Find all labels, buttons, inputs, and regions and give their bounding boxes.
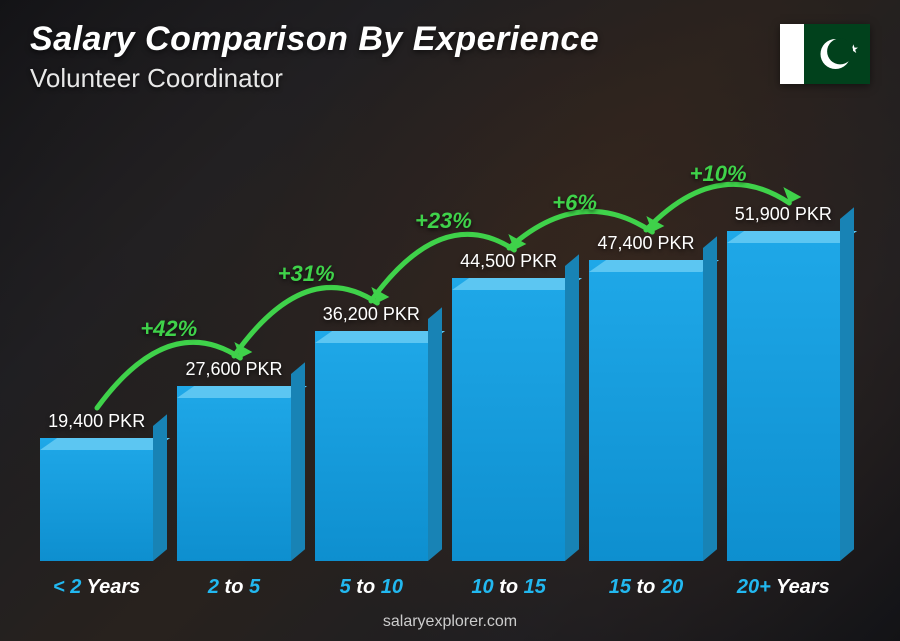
bar bbox=[177, 386, 290, 561]
footer-credit: salaryexplorer.com bbox=[0, 613, 900, 631]
country-flag-pakistan: ★ bbox=[780, 24, 870, 84]
flag-star-icon: ★ bbox=[848, 42, 859, 56]
bar-top-face bbox=[177, 386, 307, 398]
flag-stripe bbox=[780, 24, 804, 84]
bar-front-face bbox=[452, 278, 565, 561]
bar-value-label: 44,500 PKR bbox=[460, 251, 557, 272]
x-axis-label: 15 to 20 bbox=[589, 576, 702, 599]
bar-top-face bbox=[452, 278, 582, 290]
x-axis-label: 2 to 5 bbox=[177, 576, 290, 599]
page-title: Salary Comparison By Experience bbox=[30, 20, 599, 59]
bar bbox=[40, 438, 153, 561]
bar-value-label: 19,400 PKR bbox=[48, 411, 145, 432]
page-subtitle: Volunteer Coordinator bbox=[30, 63, 599, 94]
bar bbox=[589, 260, 702, 561]
bar bbox=[727, 231, 840, 561]
bar-value-label: 27,600 PKR bbox=[185, 359, 282, 380]
bar-value-label: 47,400 PKR bbox=[597, 233, 694, 254]
bar-slot: 51,900 PKR bbox=[727, 204, 840, 561]
bar-front-face bbox=[589, 260, 702, 561]
bar-side-face bbox=[428, 307, 442, 561]
bar-front-face bbox=[40, 438, 153, 561]
bar-top-face bbox=[727, 231, 857, 243]
x-axis-label: 20+ Years bbox=[727, 576, 840, 599]
bar-side-face bbox=[703, 236, 717, 561]
bar-front-face bbox=[177, 386, 290, 561]
bar-slot: 44,500 PKR bbox=[452, 251, 565, 561]
bar-top-face bbox=[315, 331, 445, 343]
bar-value-label: 36,200 PKR bbox=[323, 304, 420, 325]
bar-top-face bbox=[589, 260, 719, 272]
x-axis-labels: < 2 Years 2 to 5 5 to 10 10 to 15 15 to 20 20… bbox=[40, 576, 840, 599]
bar-slot: 36,200 PKR bbox=[315, 304, 428, 561]
infographic-canvas: Salary Comparison By Experience Voluntee… bbox=[0, 0, 900, 641]
x-axis-label: < 2 Years bbox=[40, 576, 153, 599]
bar-side-face bbox=[565, 254, 579, 561]
bar-chart: 19,400 PKR 27,600 PKR 36,200 PKR 44,500 PKR… bbox=[40, 150, 840, 561]
bar-value-label: 51,900 PKR bbox=[735, 204, 832, 225]
title-block: Salary Comparison By Experience Voluntee… bbox=[30, 20, 599, 94]
bar-slot: 27,600 PKR bbox=[177, 359, 290, 561]
bar-front-face bbox=[727, 231, 840, 561]
bar-front-face bbox=[315, 331, 428, 561]
bar-side-face bbox=[291, 362, 305, 561]
bar-slot: 19,400 PKR bbox=[40, 411, 153, 561]
flag-field: ★ bbox=[804, 24, 870, 84]
bar bbox=[452, 278, 565, 561]
x-axis-label: 10 to 15 bbox=[452, 576, 565, 599]
bar-side-face bbox=[840, 207, 854, 561]
bar-slot: 47,400 PKR bbox=[589, 233, 702, 561]
x-axis-label: 5 to 10 bbox=[315, 576, 428, 599]
bar bbox=[315, 331, 428, 561]
bar-side-face bbox=[153, 414, 167, 561]
bar-top-face bbox=[40, 438, 170, 450]
